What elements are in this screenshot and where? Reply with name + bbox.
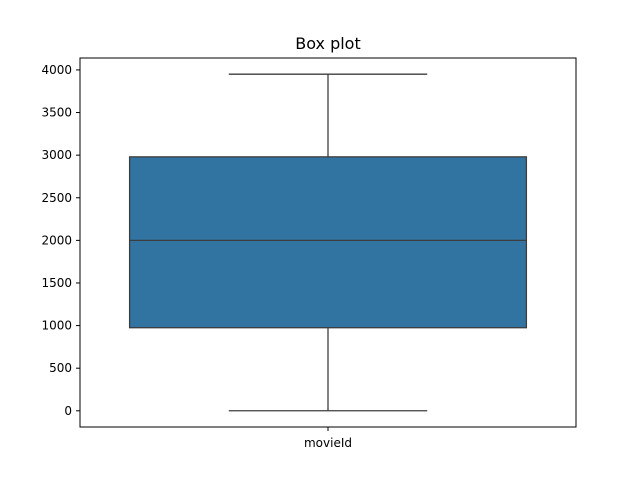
y-tick-label: 500 xyxy=(49,361,72,375)
y-tick-label: 2000 xyxy=(41,233,72,247)
y-tick-label: 1500 xyxy=(41,276,72,290)
y-tick-label: 1000 xyxy=(41,319,72,333)
y-axis: 0 500 1000 1500 2000 2500 3000 3500 4000 xyxy=(41,63,80,418)
y-tick-label: 3500 xyxy=(41,106,72,120)
chart-title: Box plot xyxy=(295,34,361,53)
x-axis: movieId xyxy=(304,427,352,450)
box-movieId xyxy=(128,73,528,412)
y-tick-label: 2500 xyxy=(41,191,72,205)
x-tick-label: movieId xyxy=(304,436,352,450)
y-tick-label: 0 xyxy=(64,404,72,418)
iqr-box xyxy=(128,156,528,329)
axes-frame xyxy=(79,57,577,428)
y-tick-label: 3000 xyxy=(41,148,72,162)
y-tick-label: 4000 xyxy=(41,63,72,77)
plot-area xyxy=(128,73,528,412)
